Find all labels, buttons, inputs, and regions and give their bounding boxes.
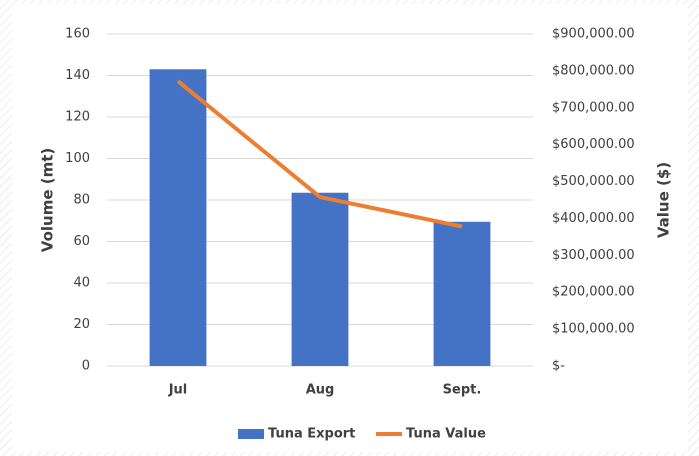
legend-swatch [238,429,264,439]
y2-axis-title: Value ($) [655,162,673,238]
y-axis-title: Volume (mt) [39,148,57,252]
y2-tick-label: $100,000.00 [552,322,635,337]
y2-tick-label: $900,000.00 [552,27,635,42]
y2-tick-label: $400,000.00 [552,211,635,226]
y2-tick-label: $300,000.00 [552,248,635,263]
y2-tick-label: $600,000.00 [552,137,635,152]
y-tick-label: 40 [73,276,90,291]
y2-tick-label: $- [552,359,565,374]
bar [291,192,349,366]
chart-area [12,4,688,452]
y-tick-label: 20 [73,317,90,332]
y-tick-label: 140 [65,68,90,83]
y-tick-label: 160 [65,27,90,42]
y2-tick-label: $500,000.00 [552,174,635,189]
bar [433,221,491,366]
y2-tick-label: $800,000.00 [552,63,635,78]
y2-tick-label: $700,000.00 [552,100,635,115]
legend-label: Tuna Export [268,427,355,442]
bar [149,69,207,367]
x-tick-label: Jul [168,383,188,398]
y-tick-label: 80 [73,193,90,208]
y-tick-label: 0 [82,359,90,374]
x-tick-label: Aug [306,383,335,398]
y-tick-label: 60 [73,234,90,249]
y-tick-label: 100 [65,151,90,166]
line [176,79,463,229]
y-tick-label: 120 [65,110,90,125]
x-tick-label: Sept. [443,383,482,398]
legend-label: Tuna Value [406,427,486,442]
y2-tick-label: $200,000.00 [552,285,635,300]
